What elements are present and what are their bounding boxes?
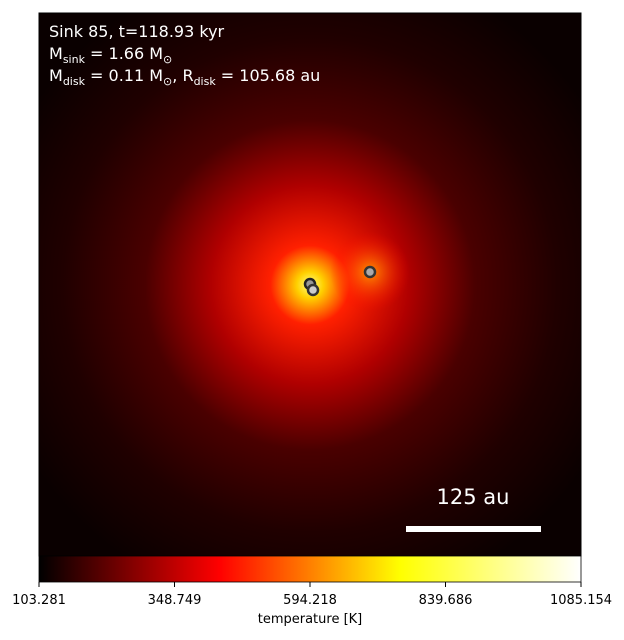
colorbar-tick-label: 103.281	[12, 593, 66, 608]
annotation-text: , R	[172, 66, 193, 85]
annotation-text: M	[49, 66, 63, 85]
annotation-line: Sink 85, t=118.93 kyr	[49, 22, 225, 41]
colorbar	[38, 555, 582, 583]
annotation-text: = 0.11 M	[85, 66, 163, 85]
sink-marker	[306, 283, 320, 297]
annotation-text: = 1.66 M	[85, 44, 163, 63]
annotation-subscript: ⊙	[163, 53, 172, 66]
scale-bar	[406, 526, 541, 532]
annotation-subscript: sink	[63, 53, 86, 66]
colorbar-tick-label: 1085.154	[550, 593, 612, 608]
annotation-line: Msink = 1.66 M⊙	[49, 44, 172, 66]
colorbar-tick-label: 348.749	[148, 593, 202, 608]
annotation-subscript: ⊙	[163, 75, 172, 88]
annotation-text: = 105.68 au	[216, 66, 321, 85]
colorbar-label: temperature [K]	[258, 612, 363, 627]
colorbar-tick-label: 839.686	[419, 593, 473, 608]
colorbar-axis: 103.281 348.749 594.218 839.686 1085.154	[12, 582, 612, 608]
annotation-text: Sink 85, t=118.93 kyr	[49, 22, 225, 41]
annotation-line: Mdisk = 0.11 M⊙, Rdisk = 105.68 au	[49, 66, 320, 88]
scale-bar-label: 125 au	[437, 485, 510, 509]
annotation-subscript: disk	[63, 75, 86, 88]
annotation-text: M	[49, 44, 63, 63]
sink-marker	[363, 265, 377, 279]
colorbar-tick-label: 594.218	[283, 593, 337, 608]
annotation-subscript: disk	[194, 75, 217, 88]
